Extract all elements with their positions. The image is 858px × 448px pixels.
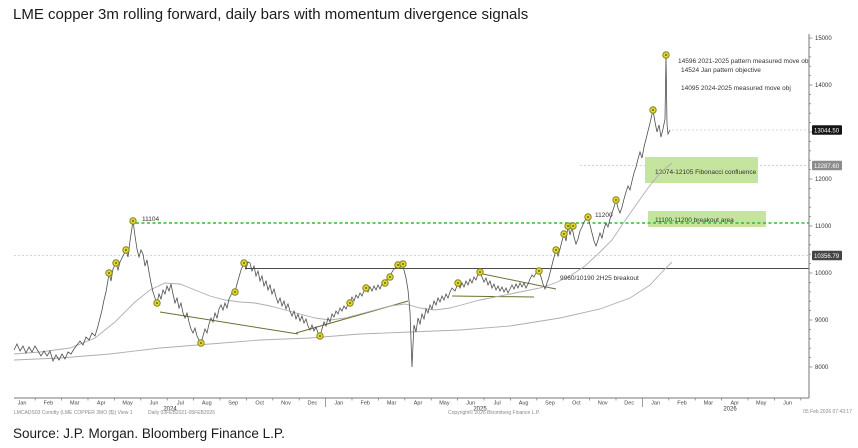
x-axis-month-label: Dec — [624, 401, 634, 407]
divergence-signal-marker-dot — [567, 225, 569, 227]
x-axis-month-label: Jun — [466, 401, 475, 407]
divergence-signal-marker-dot — [389, 276, 391, 278]
pattern-trendline — [477, 272, 557, 290]
x-axis-month-label: Apr — [414, 401, 423, 407]
divergence-signal-marker-dot — [384, 282, 386, 284]
price-badge-text: 12287.60 — [814, 164, 840, 170]
divergence-signal-marker-dot — [402, 263, 404, 265]
x-axis-month-label: May — [439, 401, 450, 407]
x-axis-month-label: Jul — [494, 401, 501, 407]
x-axis-month-label: Dec — [308, 401, 318, 407]
x-axis-month-label: Sep — [545, 401, 555, 407]
footer-range: Daily 03FEB2021-05FEB2026 — [148, 410, 215, 416]
x-axis-month-label: Apr — [731, 401, 740, 407]
divergence-signal-marker-dot — [538, 270, 540, 272]
footer-copyright: Copyright© 2026 Bloomberg Finance L.P. — [448, 410, 540, 416]
divergence-signal-marker-dot — [156, 302, 158, 304]
price-badge-text: 13044.50 — [814, 128, 840, 134]
chart-annotation: 14524 Jan pattern objective — [681, 67, 761, 74]
y-axis-label: 8000 — [815, 365, 829, 371]
y-axis-label: 12000 — [815, 177, 832, 183]
divergence-signal-marker-dot — [243, 262, 245, 264]
x-axis-year-label: 2025 — [473, 407, 487, 413]
x-axis-month-label: Oct — [255, 401, 264, 407]
x-axis-month-label: Jan — [651, 401, 660, 407]
divergence-signal-marker-dot — [555, 249, 557, 251]
y-axis-label: 11000 — [815, 224, 832, 230]
x-axis-year-label: 2024 — [163, 407, 177, 413]
x-axis-month-label: Jan — [18, 401, 27, 407]
divergence-signal-marker-dot — [615, 199, 617, 201]
x-axis-month-label: Mar — [387, 401, 397, 407]
divergence-signal-marker-dot — [665, 54, 667, 56]
y-axis-label: 14000 — [815, 83, 832, 89]
divergence-signal-marker-dot — [479, 271, 481, 273]
x-axis-month-label: Feb — [360, 401, 369, 407]
moving-average-slow — [13, 261, 673, 361]
x-axis-month-label: May — [756, 401, 767, 407]
price-badge — [812, 160, 842, 171]
chart-annotation: 9960/10190 2H25 breakout — [560, 275, 639, 282]
x-axis-month-label: Nov — [281, 401, 291, 407]
moving-average-fast — [13, 162, 673, 355]
pattern-trendline — [159, 311, 299, 335]
x-axis-month-label: Feb — [677, 401, 686, 407]
chart-annotation: 14596 2021-2025 pattern measured move ob… — [678, 58, 810, 65]
footer-timestamp: 05 Feb 2026 07:43:17 — [803, 409, 852, 415]
price-badge-text: 10356.79 — [814, 254, 840, 260]
x-axis-month-label: Apr — [97, 401, 106, 407]
x-axis-month-label: Aug — [519, 401, 529, 407]
x-axis-year-label: 2026 — [723, 407, 737, 413]
divergence-signal-marker-dot — [234, 291, 236, 293]
y-axis-label: 9000 — [815, 318, 829, 324]
divergence-signal-marker-dot — [132, 220, 134, 222]
x-axis-month-label: Jul — [177, 401, 184, 407]
divergence-signal-marker-dot — [200, 342, 202, 344]
chart-annotation: 11104 — [142, 216, 159, 223]
x-axis-month-label: Mar — [70, 401, 80, 407]
divergence-signal-marker-dot — [397, 264, 399, 266]
zone-label: 11100-11200 breakout area — [655, 217, 734, 224]
divergence-signal-marker-dot — [108, 272, 110, 274]
y-axis-label: 10000 — [815, 271, 832, 277]
y-axis-label: 15000 — [815, 36, 832, 42]
x-axis-month-label: Sep — [228, 401, 238, 407]
price-badge — [812, 250, 842, 261]
x-axis-month-label: Mar — [704, 401, 714, 407]
chart-annotation: 14095 2024-2025 measured move obj — [681, 85, 791, 92]
x-axis-month-label: Aug — [202, 401, 212, 407]
divergence-signal-marker-dot — [349, 302, 351, 304]
footer-ticker: LMCADS03 Comdty (LME COPPER 3MO ($)) Vie… — [14, 410, 133, 416]
zone-label: 12074-12105 Fibonacci confluence — [655, 169, 757, 176]
divergence-signal-marker-dot — [319, 335, 321, 337]
divergence-signal-marker-dot — [457, 282, 459, 284]
divergence-signal-marker-dot — [125, 249, 127, 251]
price-badge — [812, 125, 842, 135]
x-axis-month-label: Jun — [783, 401, 792, 407]
x-axis-month-label: Oct — [572, 401, 581, 407]
x-axis-month-label: Feb — [44, 401, 53, 407]
x-axis-month-label: Jun — [150, 401, 159, 407]
x-axis-month-label: May — [122, 401, 133, 407]
divergence-signal-marker-dot — [572, 225, 574, 227]
x-axis-month-label: Jan — [334, 401, 343, 407]
chart-title: LME copper 3m rolling forward, daily bar… — [13, 6, 529, 23]
divergence-signal-marker-dot — [365, 287, 367, 289]
chart-annotation: 11200 — [595, 212, 613, 219]
pattern-trendline — [451, 295, 535, 298]
divergence-signal-marker-dot — [587, 216, 589, 218]
x-axis-month-label: Nov — [598, 401, 608, 407]
divergence-signal-marker-dot — [652, 109, 654, 111]
divergence-signal-marker-dot — [563, 233, 565, 235]
divergence-signal-marker-dot — [115, 262, 117, 264]
source-attribution: Source: J.P. Morgan. Bloomberg Finance L… — [13, 426, 285, 441]
